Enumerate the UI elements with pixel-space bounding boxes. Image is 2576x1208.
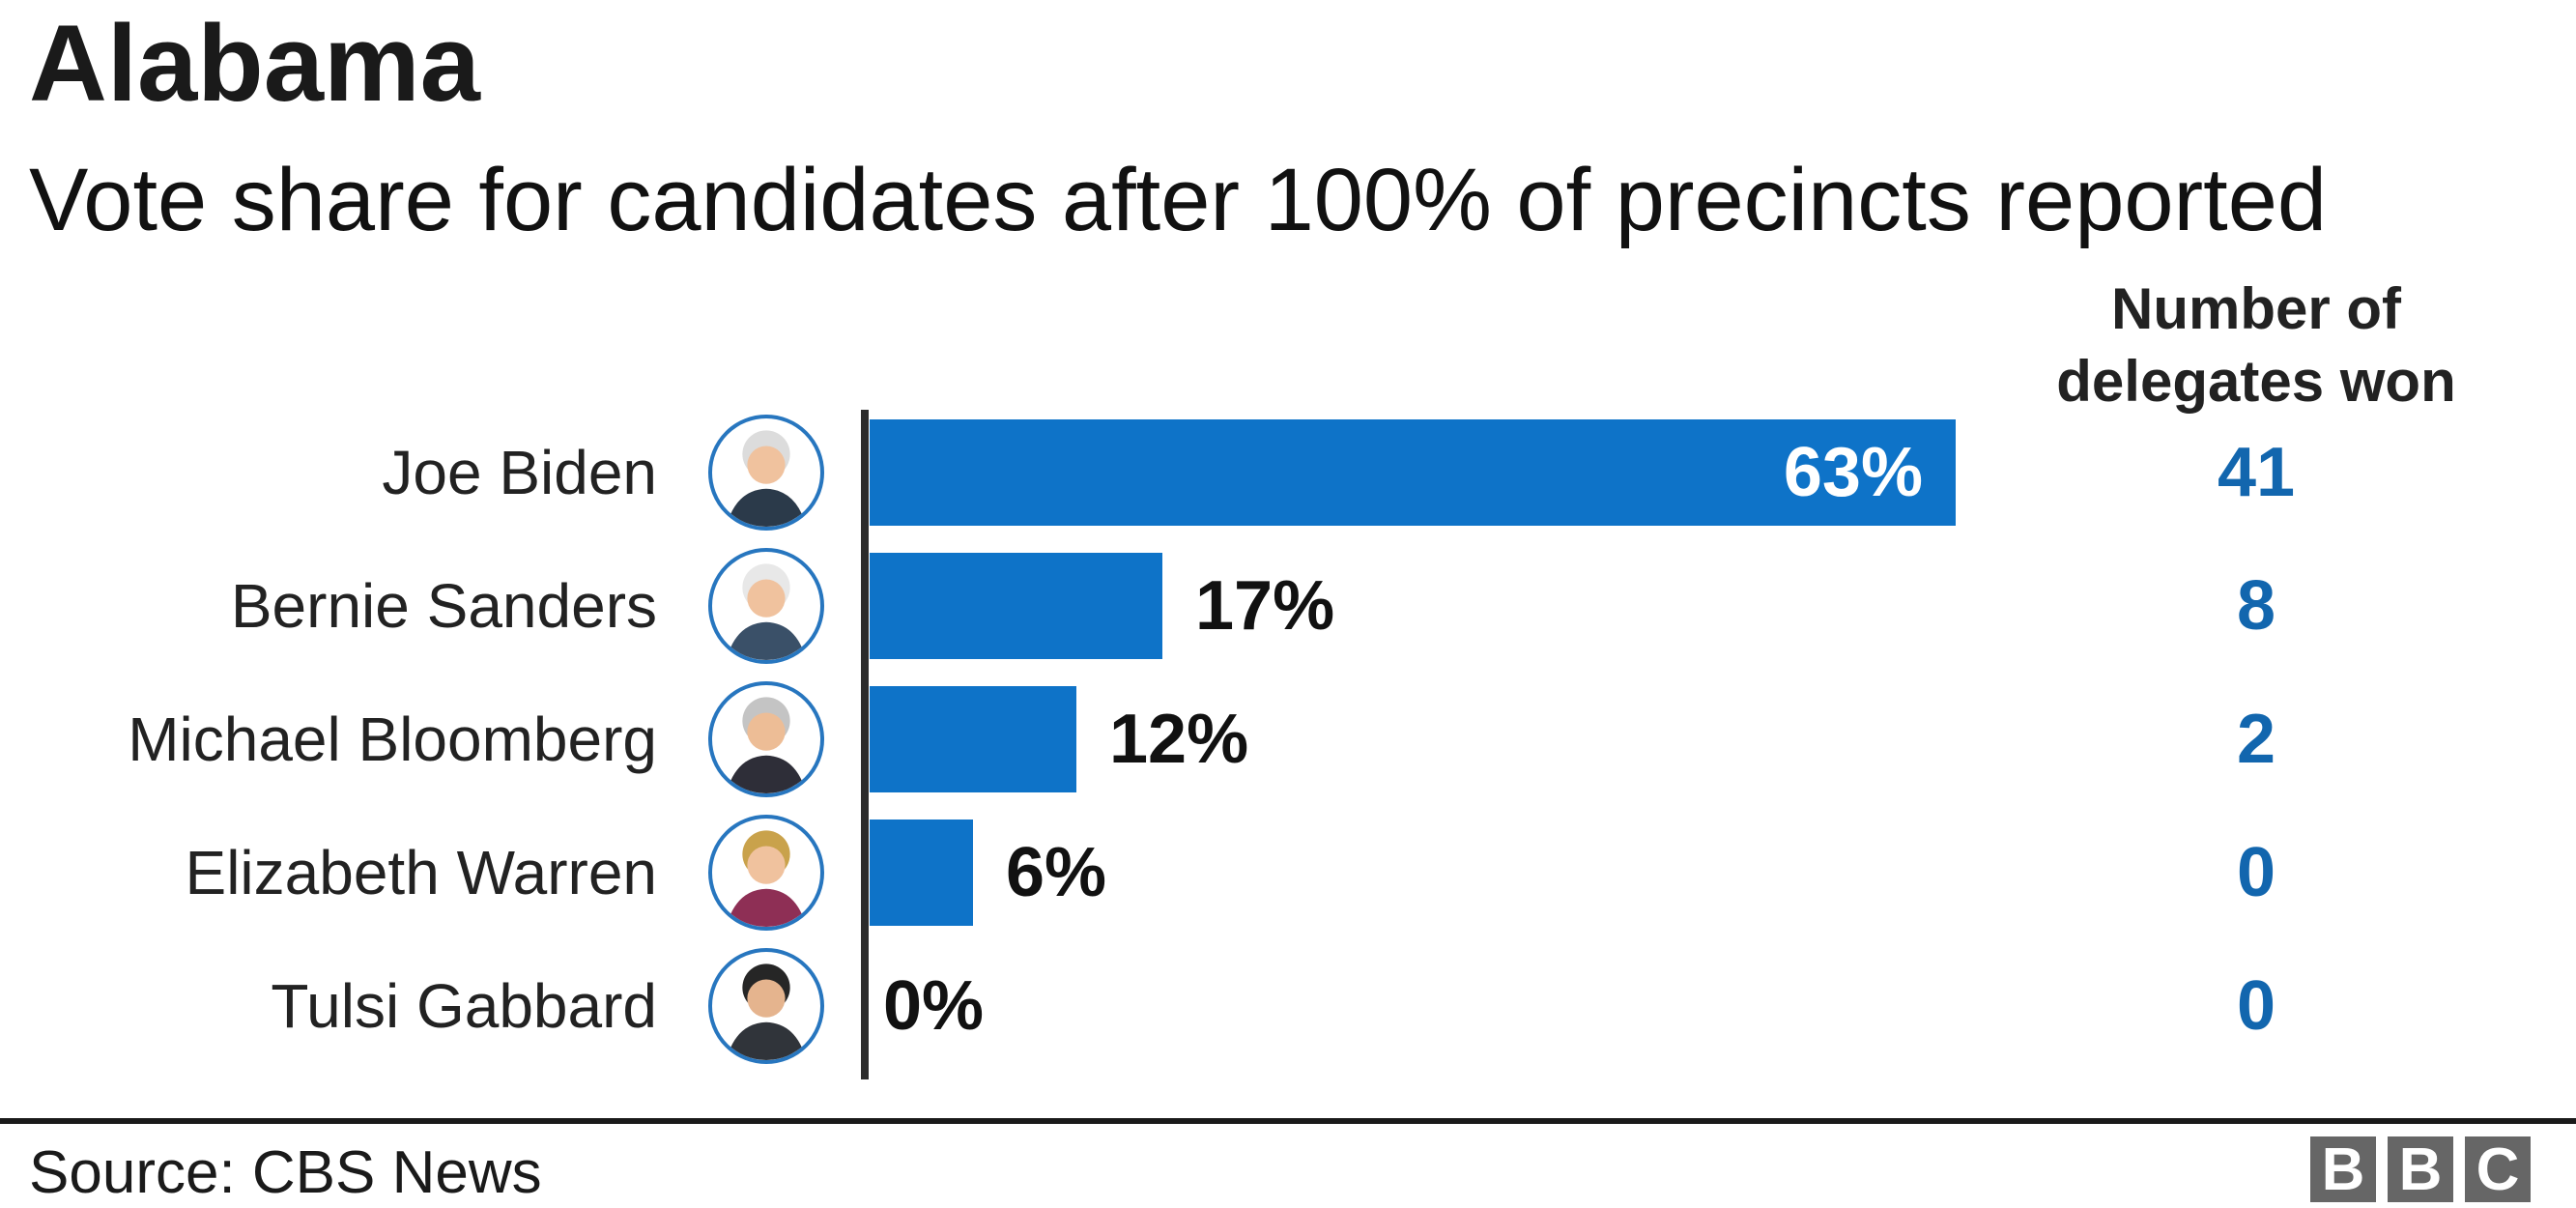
candidate-row: Tulsi Gabbard 0% 0 bbox=[0, 948, 2576, 1064]
candidate-row: Elizabeth Warren 6% 0 bbox=[0, 815, 2576, 931]
vote-share-label: 63% bbox=[1783, 434, 1923, 511]
candidate-row: Bernie Sanders 17% 8 bbox=[0, 548, 2576, 664]
delegates-header-line1: Number of bbox=[2111, 276, 2401, 341]
candidate-row: Michael Bloomberg 12% 2 bbox=[0, 681, 2576, 797]
vote-share-bar bbox=[870, 686, 1076, 792]
bbc-logo-square: B bbox=[2310, 1136, 2376, 1203]
candidate-name: Joe Biden bbox=[382, 438, 657, 507]
bbc-logo-square: B bbox=[2388, 1136, 2453, 1203]
bbc-logo-letter: B bbox=[2321, 1136, 2365, 1203]
candidate-photo bbox=[708, 548, 824, 664]
person-icon bbox=[726, 430, 807, 527]
person-icon bbox=[726, 830, 807, 927]
vote-share-bar bbox=[870, 553, 1162, 659]
chart-subtitle: Vote share for candidates after 100% of … bbox=[29, 151, 2328, 249]
person-icon bbox=[726, 964, 807, 1060]
person-icon bbox=[726, 563, 807, 660]
candidate-name: Bernie Sanders bbox=[230, 571, 657, 641]
vote-share-bar bbox=[870, 820, 973, 926]
candidate-photo bbox=[708, 681, 824, 797]
candidate-name: Elizabeth Warren bbox=[185, 838, 658, 907]
delegate-count: 0 bbox=[2236, 967, 2276, 1045]
vote-share-bar bbox=[870, 419, 1956, 526]
vote-share-label: 17% bbox=[1195, 567, 1335, 645]
source-credit: Source: CBS News bbox=[29, 1139, 542, 1206]
delegates-header-line2: delegates won bbox=[2056, 349, 2456, 414]
footer-divider bbox=[0, 1118, 2576, 1124]
candidate-row: Joe Biden 63% 41 bbox=[0, 415, 2576, 531]
bbc-logo-letter: C bbox=[2476, 1136, 2520, 1203]
vote-share-label: 12% bbox=[1109, 701, 1249, 778]
bbc-logo-square: C bbox=[2465, 1136, 2531, 1203]
page-title: Alabama bbox=[29, 3, 480, 124]
delegate-count: 0 bbox=[2236, 834, 2276, 911]
candidate-photo bbox=[708, 415, 824, 531]
axis-baseline bbox=[861, 410, 869, 1079]
delegates-column-header: Number of delegates won bbox=[2015, 273, 2498, 417]
bbc-logo-letter: B bbox=[2398, 1136, 2443, 1203]
person-icon bbox=[726, 697, 807, 793]
delegate-count: 41 bbox=[2217, 434, 2296, 511]
candidate-photo bbox=[708, 948, 824, 1064]
candidate-name: Tulsi Gabbard bbox=[271, 971, 657, 1041]
candidate-name: Michael Bloomberg bbox=[128, 705, 657, 774]
delegate-count: 8 bbox=[2236, 567, 2276, 645]
vote-share-label: 0% bbox=[883, 967, 985, 1045]
vote-share-label: 6% bbox=[1006, 834, 1107, 911]
candidate-photo bbox=[708, 815, 824, 931]
bbc-logo: B B C bbox=[2310, 1136, 2533, 1203]
delegate-count: 2 bbox=[2236, 701, 2276, 778]
